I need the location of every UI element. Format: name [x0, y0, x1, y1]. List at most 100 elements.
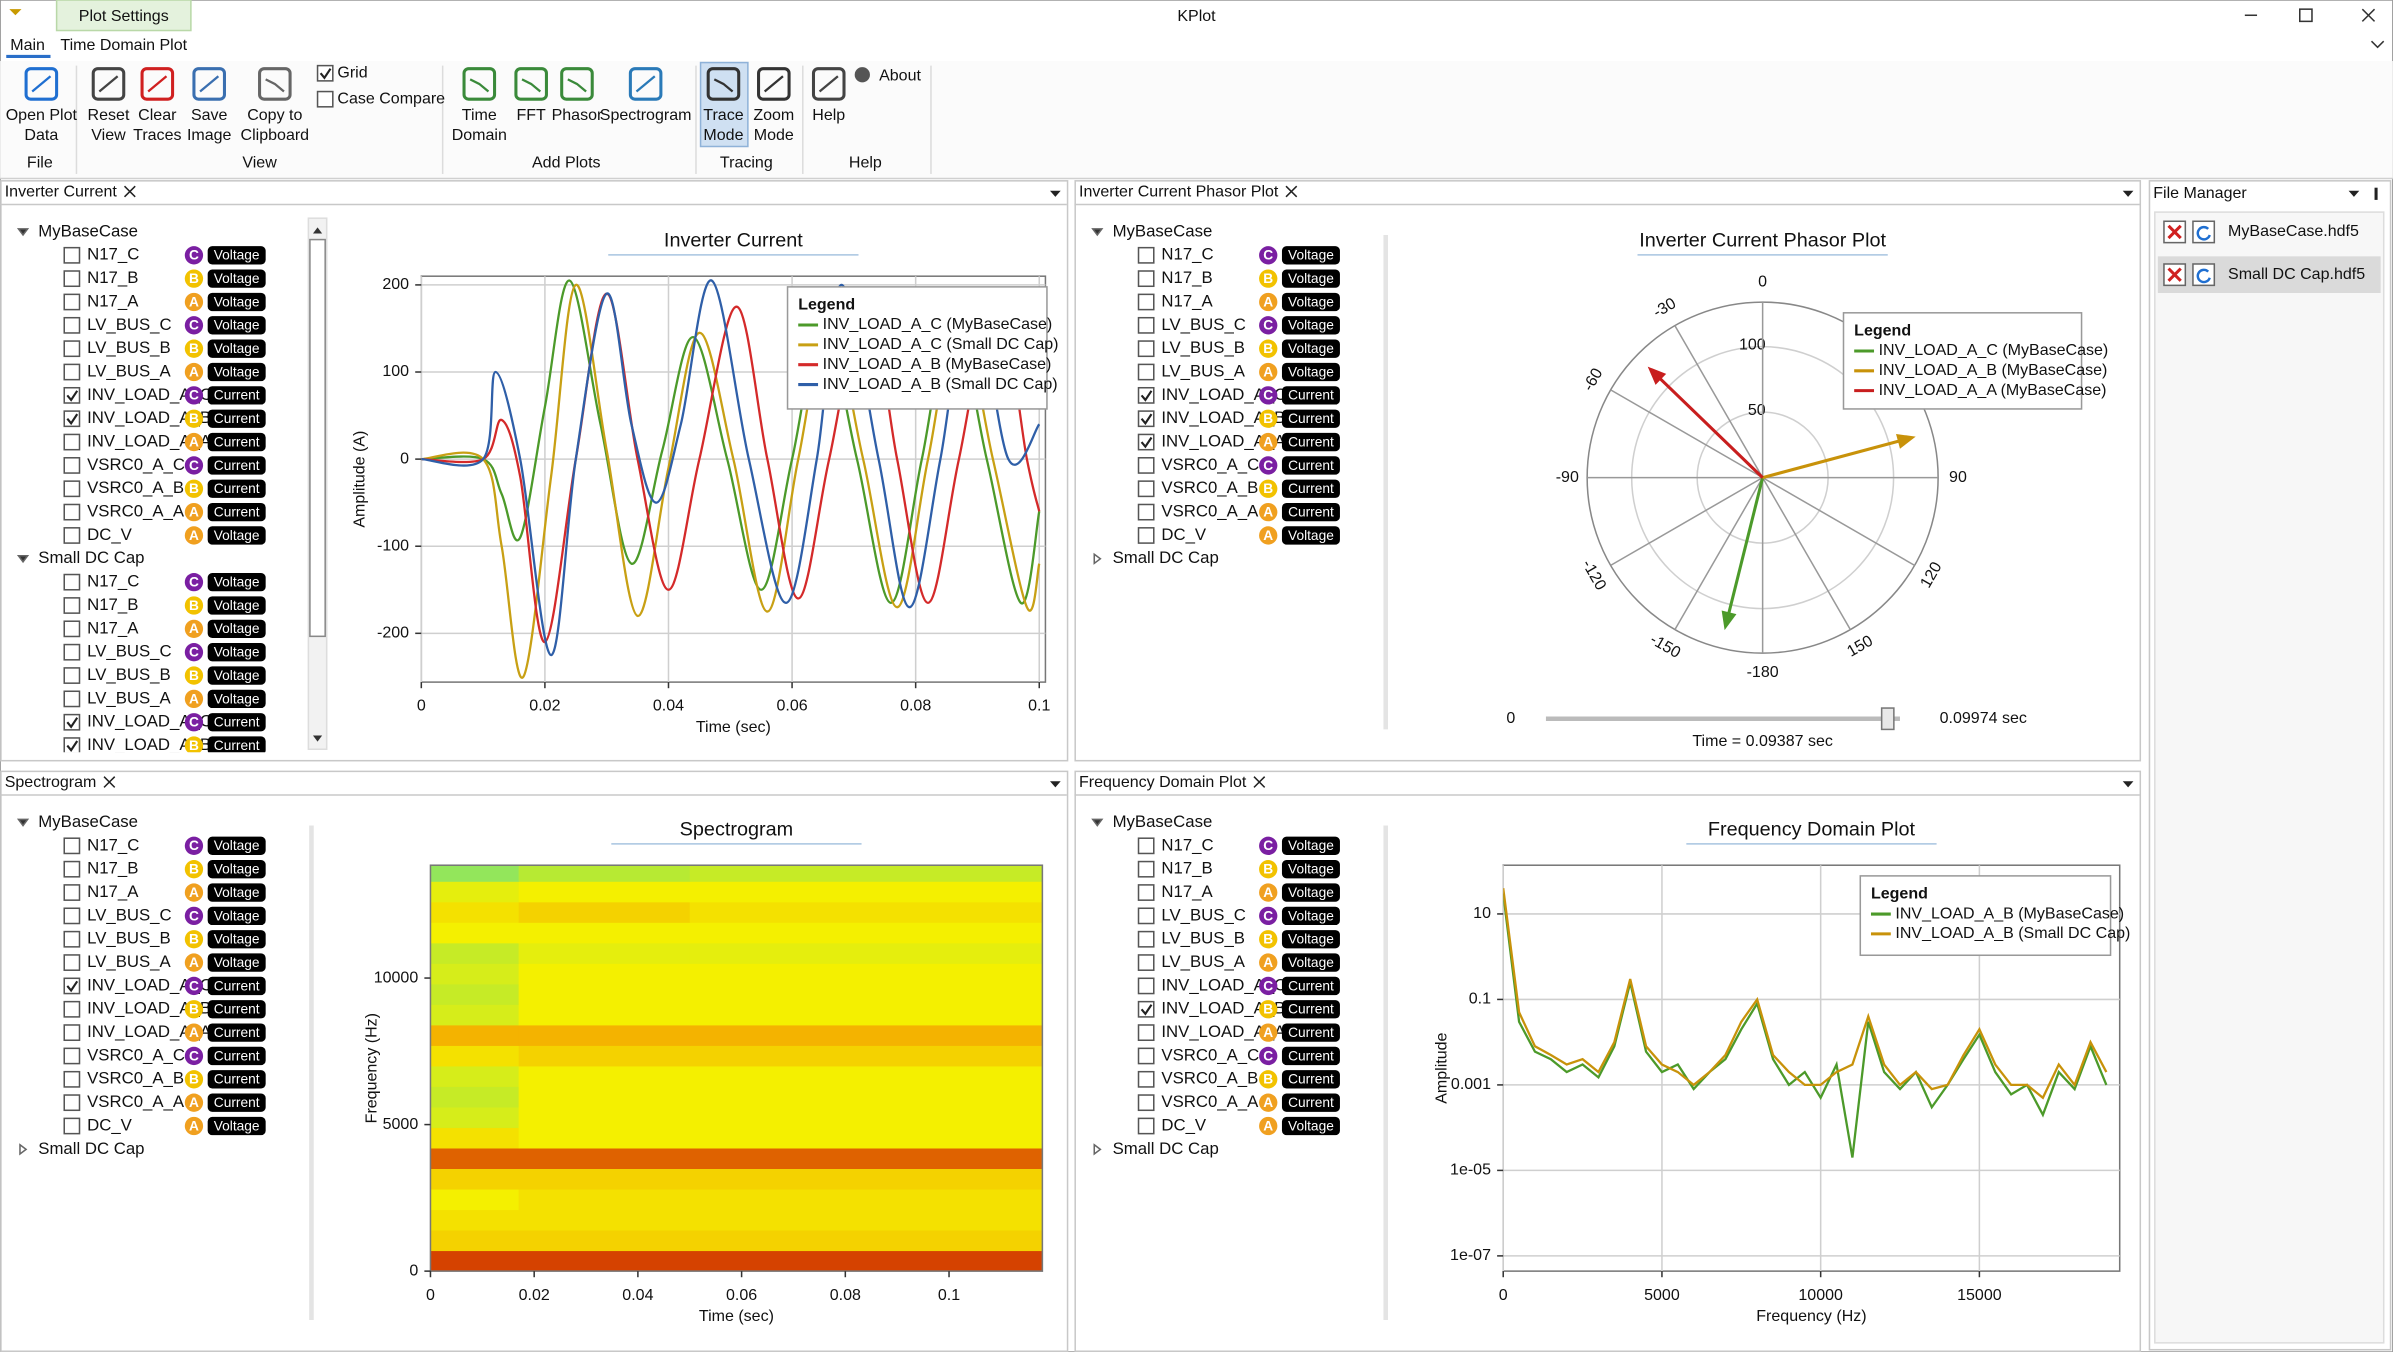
- panel-tab[interactable]: Frequency Domain Plot: [1079, 773, 1247, 791]
- ribbon-icon[interactable]: [628, 67, 663, 101]
- tree-checkbox[interactable]: [63, 527, 81, 544]
- tree-checkbox[interactable]: [1137, 930, 1155, 948]
- tree-checkbox[interactable]: [63, 1094, 81, 1112]
- tree-checkbox[interactable]: [1137, 503, 1155, 521]
- ribbon-icon[interactable]: [192, 67, 226, 101]
- tree-checkbox[interactable]: [63, 1047, 81, 1065]
- tree-checkbox[interactable]: [63, 363, 81, 381]
- tree-checkbox[interactable]: [1137, 907, 1155, 925]
- tree-checkbox[interactable]: [63, 620, 81, 638]
- ribbon-icon[interactable]: [24, 67, 59, 101]
- ribbon-button-label[interactable]: Time: [462, 106, 497, 124]
- tree-checkbox[interactable]: [63, 293, 81, 311]
- ribbon-icon[interactable]: [514, 67, 548, 101]
- panel-menu[interactable]: [2122, 190, 2134, 197]
- checkbox[interactable]: [316, 90, 334, 108]
- ribbon-button-label[interactable]: Data: [24, 126, 58, 144]
- tree-checkbox[interactable]: [1137, 884, 1155, 901]
- panel-tab-close[interactable]: [103, 776, 116, 788]
- tree-checkbox[interactable]: [1137, 860, 1155, 878]
- ribbon-button-label[interactable]: Clipboard: [241, 126, 310, 144]
- slider-thumb[interactable]: [1880, 707, 1895, 731]
- ribbon-button-label[interactable]: Zoom: [753, 106, 794, 124]
- ribbon-button-label[interactable]: FFT: [517, 106, 547, 124]
- ribbon-tab[interactable]: Time Domain Plot: [60, 36, 187, 54]
- ribbon-button-label[interactable]: Phasor: [552, 106, 603, 124]
- scrollbar-thumb[interactable]: [309, 238, 326, 638]
- context-tab[interactable]: Plot Settings: [79, 7, 169, 25]
- tree-checkbox[interactable]: [63, 597, 81, 614]
- ribbon-icon[interactable]: [706, 67, 741, 101]
- tree-checkbox[interactable]: [63, 433, 81, 451]
- tree-checkbox[interactable]: [1137, 837, 1155, 855]
- tree-checkbox[interactable]: [63, 270, 81, 288]
- tree-checkbox[interactable]: [1137, 954, 1155, 971]
- ribbon-button-label[interactable]: Mode: [754, 126, 794, 144]
- ribbon-button-label[interactable]: Traces: [133, 126, 181, 144]
- ribbon-button-label[interactable]: Open Plot: [6, 106, 78, 124]
- tree-checkbox[interactable]: [1137, 316, 1155, 334]
- tree-expander[interactable]: [16, 554, 30, 564]
- tree-checkbox[interactable]: [63, 480, 81, 498]
- ribbon-tab[interactable]: Main: [10, 36, 45, 54]
- tree-expander[interactable]: [1093, 552, 1102, 565]
- ribbon-button-label[interactable]: Save: [191, 106, 228, 124]
- ribbon-button-label[interactable]: Mode: [703, 126, 743, 144]
- ribbon-icon[interactable]: [462, 67, 497, 101]
- tree-checkbox[interactable]: [63, 643, 81, 661]
- tree-checkbox[interactable]: [1137, 270, 1155, 288]
- tree-checkbox[interactable]: [63, 573, 81, 591]
- ribbon-icon[interactable]: [140, 67, 175, 101]
- ribbon-button-label[interactable]: View: [91, 126, 126, 144]
- ribbon-button-label[interactable]: Domain: [452, 126, 507, 144]
- ribbon-button-label[interactable]: Help: [812, 106, 845, 124]
- close-button[interactable]: [2361, 8, 2376, 22]
- file-name[interactable]: Small DC Cap.hdf5: [2228, 265, 2365, 283]
- tree-checkbox[interactable]: [63, 860, 81, 878]
- tree-checkbox[interactable]: [1137, 246, 1155, 264]
- tree-checkbox[interactable]: [63, 1024, 81, 1042]
- tree-checkbox[interactable]: [63, 1000, 81, 1018]
- tree-checkbox[interactable]: [1137, 293, 1155, 311]
- ribbon-button-label[interactable]: Reset: [88, 106, 130, 124]
- panel-tab[interactable]: Inverter Current: [5, 183, 118, 201]
- tree-checkbox[interactable]: [63, 667, 81, 684]
- ribbon-button-label[interactable]: Copy to: [247, 106, 302, 124]
- tree-checkbox[interactable]: [1137, 457, 1155, 474]
- tree-checkbox[interactable]: [63, 457, 81, 474]
- checkbox-label[interactable]: Grid: [337, 63, 367, 81]
- ribbon-icon[interactable]: [560, 67, 594, 101]
- panel-tab-close[interactable]: [123, 185, 136, 198]
- ribbon-icon[interactable]: [91, 67, 126, 101]
- panel-tab[interactable]: Inverter Current Phasor Plot: [1079, 183, 1279, 201]
- panel-menu[interactable]: [2122, 781, 2134, 788]
- tree-expander[interactable]: [1093, 1143, 1102, 1156]
- ribbon-icon[interactable]: [811, 67, 846, 101]
- tree-checkbox[interactable]: [63, 1117, 81, 1135]
- tree-checkbox[interactable]: [1137, 1094, 1155, 1112]
- tree-checkbox[interactable]: [63, 1070, 81, 1088]
- ribbon-link[interactable]: About: [879, 67, 921, 85]
- ribbon-icon[interactable]: [757, 67, 791, 101]
- tree-checkbox[interactable]: [1137, 1024, 1155, 1042]
- panel-tab[interactable]: Spectrogram: [5, 773, 97, 791]
- tree-checkbox[interactable]: [1137, 1047, 1155, 1065]
- ribbon-collapse[interactable]: [2370, 40, 2385, 49]
- ribbon-button-label[interactable]: Spectrogram: [600, 106, 692, 124]
- ribbon-button-label[interactable]: Clear: [138, 106, 177, 124]
- ribbon-button-label[interactable]: Image: [187, 126, 232, 144]
- tree-checkbox[interactable]: [63, 930, 81, 948]
- tree-checkbox[interactable]: [1137, 1117, 1155, 1135]
- panel-menu[interactable]: [1050, 781, 1061, 788]
- file-name[interactable]: MyBaseCase.hdf5: [2228, 222, 2359, 240]
- tree-checkbox[interactable]: [63, 316, 81, 334]
- panel-tab-close[interactable]: [1285, 185, 1298, 198]
- tree-expander[interactable]: [1091, 818, 1104, 827]
- tree-checkbox[interactable]: [1137, 480, 1155, 498]
- tree-checkbox[interactable]: [63, 503, 81, 521]
- ribbon-icon[interactable]: [258, 67, 292, 101]
- checkbox-label[interactable]: Case Compare: [337, 89, 445, 107]
- maximize-button[interactable]: [2299, 8, 2313, 23]
- tree-checkbox[interactable]: [1137, 527, 1155, 544]
- tree-expander[interactable]: [16, 818, 30, 827]
